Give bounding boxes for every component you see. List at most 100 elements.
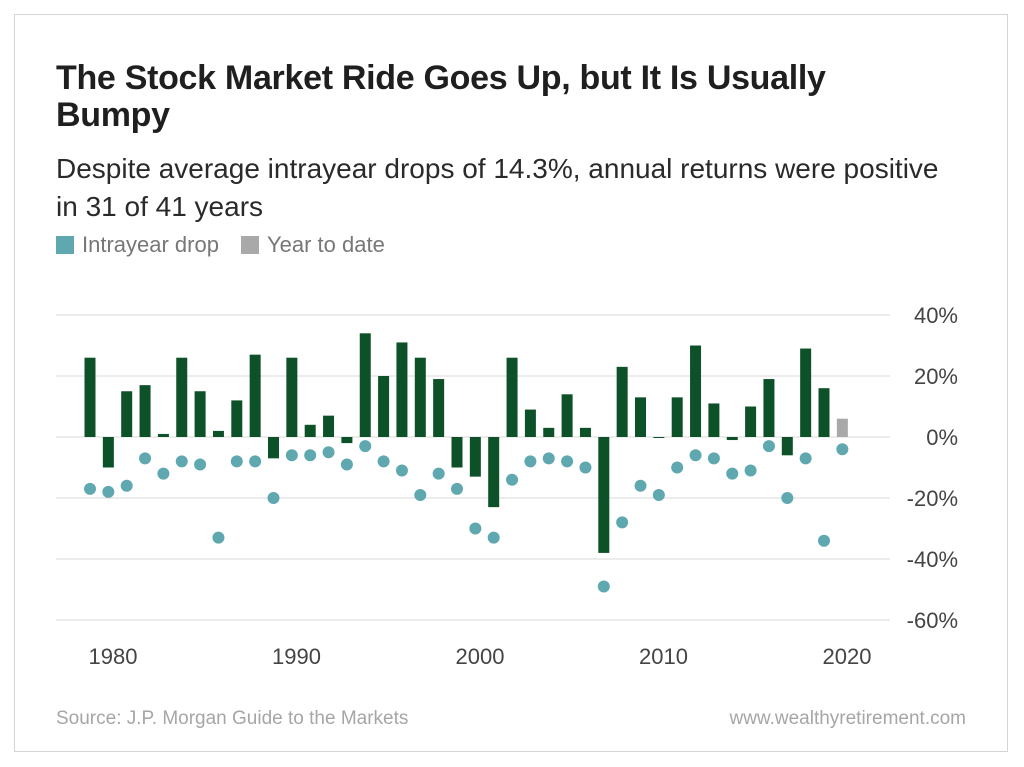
intrayear-drop-dot xyxy=(120,479,133,492)
intrayear-drop-dot xyxy=(726,467,739,480)
annual-return-bar xyxy=(396,342,408,437)
intrayear-drop-dot xyxy=(469,522,482,535)
annual-return-bar xyxy=(818,388,830,437)
y-tick-label: -20% xyxy=(907,486,958,511)
annual-return-bar xyxy=(359,333,371,437)
annual-return-bar xyxy=(176,357,188,437)
intrayear-drop-dot xyxy=(652,488,665,501)
annual-return-bar xyxy=(561,394,573,437)
annual-return-bar xyxy=(157,433,169,437)
annual-return-bar xyxy=(653,437,665,438)
intrayear-drop-dot xyxy=(542,452,555,465)
y-tick-label: -40% xyxy=(907,547,958,572)
annual-return-bar xyxy=(469,437,481,477)
chart-title: The Stock Market Ride Goes Up, but It Is… xyxy=(56,59,826,134)
intrayear-drop-dot xyxy=(579,461,592,474)
y-tick-label: 0% xyxy=(926,425,958,450)
annual-return-bar xyxy=(378,376,390,437)
x-tick-label: 2020 xyxy=(823,644,872,669)
intrayear-drop-dot xyxy=(139,452,152,465)
intrayear-drop-dot xyxy=(781,492,794,504)
annual-return-bar xyxy=(121,391,133,437)
legend-item-intrayear-drop: Intrayear drop xyxy=(56,232,219,258)
intrayear-drop-dot xyxy=(744,464,757,477)
legend-item-year-to-date: Year to date xyxy=(240,232,385,258)
year-to-date-bar xyxy=(836,418,848,437)
intrayear-drop-dot xyxy=(285,449,298,462)
annual-return-bar xyxy=(598,437,610,553)
intrayear-drop-dot xyxy=(634,479,647,492)
annual-return-bar xyxy=(708,403,720,437)
annual-return-bar xyxy=(249,354,261,437)
intrayear-drop-dot xyxy=(230,455,243,468)
intrayear-drop-dot xyxy=(689,449,702,462)
annual-return-bar xyxy=(616,366,628,437)
annual-return-bar xyxy=(763,379,775,437)
annual-return-bar xyxy=(451,437,463,468)
annual-return-bar xyxy=(84,357,96,437)
legend: Intrayear drop Year to date xyxy=(56,232,407,258)
annual-return-bar xyxy=(579,427,591,437)
intrayear-drop-dot xyxy=(267,492,280,504)
x-tick-label: 1990 xyxy=(272,644,321,669)
intrayear-drop-dot xyxy=(395,464,408,477)
intrayear-drop-dot xyxy=(249,455,262,468)
annual-return-bar xyxy=(212,430,224,437)
intrayear-drop-dot xyxy=(451,482,463,495)
annual-return-bar xyxy=(139,385,151,437)
annual-return-bar xyxy=(524,409,536,437)
y-tick-label: 20% xyxy=(914,364,958,389)
source-note: Source: J.P. Morgan Guide to the Markets xyxy=(56,708,409,729)
website-url: www.wealthyretirement.com xyxy=(729,708,966,729)
intrayear-drop-dot xyxy=(212,531,225,544)
intrayear-drop-dot xyxy=(304,449,317,462)
intrayear-drop-dot xyxy=(340,458,353,471)
annual-return-bar xyxy=(690,345,702,437)
annual-return-bar xyxy=(323,415,335,437)
intrayear-drop-dot xyxy=(524,455,537,468)
intrayear-drop-dot xyxy=(671,461,684,474)
annual-return-bar xyxy=(304,424,316,437)
intrayear-drop-dot xyxy=(377,455,390,468)
annual-return-bar xyxy=(671,397,683,437)
annual-return-bar xyxy=(286,357,298,437)
chart-subtitle: Despite average intrayear drops of 14.3%… xyxy=(56,153,939,222)
intrayear-drop-dot xyxy=(836,443,849,456)
intrayear-drop-dot xyxy=(597,580,610,593)
intrayear-drop-dot xyxy=(359,440,372,453)
y-tick-label: -60% xyxy=(907,608,958,633)
annual-return-bar xyxy=(231,400,243,437)
intrayear-drop-dot xyxy=(84,482,96,495)
legend-label-year-to-date: Year to date xyxy=(266,232,385,257)
annual-return-bar xyxy=(543,427,555,437)
annual-return-bar xyxy=(781,437,793,456)
x-tick-label: 2000 xyxy=(456,644,505,669)
intrayear-drop-dot xyxy=(157,467,170,480)
legend-swatch-intrayear-drop xyxy=(56,236,74,254)
annual-return-bar xyxy=(800,348,812,437)
intrayear-drop-dot xyxy=(762,440,775,453)
annual-return-bar xyxy=(488,437,500,508)
intrayear-drop-dot xyxy=(506,473,519,486)
annual-return-bar xyxy=(433,379,445,437)
intrayear-drop-dot xyxy=(487,531,500,544)
x-tick-label: 1980 xyxy=(89,644,138,669)
annual-return-bar xyxy=(745,406,757,437)
annual-return-bar xyxy=(102,437,114,468)
annual-return-bar xyxy=(414,357,426,437)
intrayear-drop-dot xyxy=(432,467,445,480)
intrayear-drop-dot xyxy=(818,534,830,547)
annual-return-bar xyxy=(341,437,353,444)
intrayear-drop-dot xyxy=(799,452,812,465)
annual-return-bar xyxy=(194,391,206,437)
legend-swatch-year-to-date xyxy=(240,236,259,254)
intrayear-drop-dot xyxy=(707,452,720,465)
legend-label-intrayear-drop: Intrayear drop xyxy=(82,232,219,257)
intrayear-drop-dot xyxy=(561,455,574,468)
x-tick-label: 2010 xyxy=(639,644,688,669)
intrayear-drop-dot xyxy=(414,488,427,501)
annual-return-bar xyxy=(635,397,646,437)
y-tick-label: 40% xyxy=(914,303,958,328)
annual-return-bar xyxy=(506,357,518,437)
